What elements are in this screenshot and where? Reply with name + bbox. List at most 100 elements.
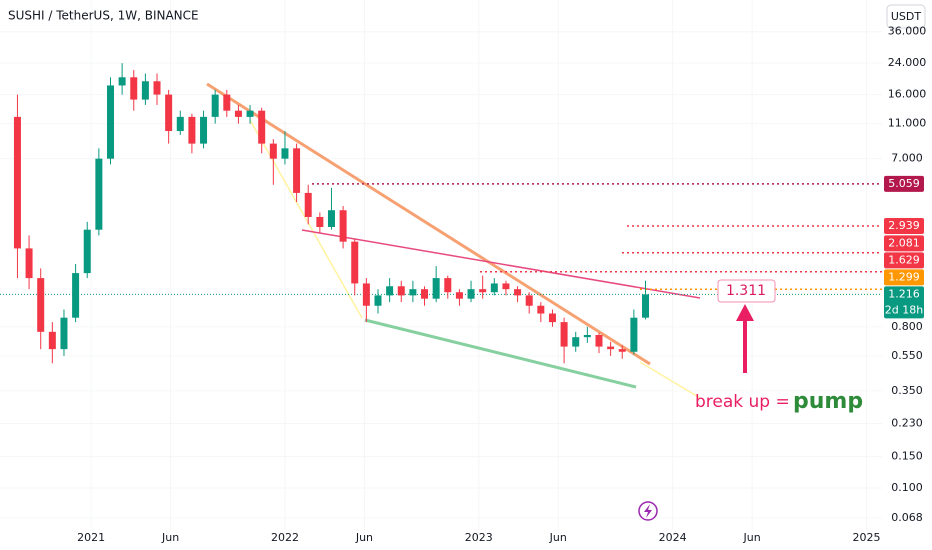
- candle-body: [118, 77, 126, 86]
- price-tag-label: 1.216: [888, 287, 920, 300]
- price-tag: [884, 252, 924, 269]
- price-tag-label: 1.299: [888, 270, 920, 283]
- x-tick-label: 2021: [77, 531, 105, 544]
- y-tick-label: 36.000: [888, 25, 927, 38]
- candle-body: [25, 248, 33, 279]
- candle-body: [130, 77, 138, 100]
- trend-line: [249, 119, 363, 319]
- candle-body: [642, 294, 650, 318]
- candle-body: [246, 110, 254, 117]
- price-tag: [884, 269, 924, 286]
- candle-body: [432, 278, 440, 299]
- y-tick-label: 16.000: [888, 88, 927, 101]
- y-tick-label: 0.230: [891, 416, 923, 429]
- candle-body: [583, 334, 591, 338]
- candle-body: [421, 289, 429, 299]
- candle-body: [165, 94, 173, 132]
- y-tick-label: 0.550: [891, 349, 923, 362]
- price-tag-label: 1.629: [888, 253, 920, 266]
- candle-body: [386, 286, 394, 296]
- candle-body: [141, 81, 149, 100]
- y-tick-label: 0.100: [891, 481, 923, 494]
- trend-line: [364, 318, 637, 389]
- candle-body: [13, 116, 21, 249]
- candle-body: [409, 289, 417, 296]
- price-tag: [884, 286, 924, 319]
- trend-line: [639, 361, 701, 399]
- candle-body: [490, 283, 498, 293]
- y-tick-label: 24.000: [888, 56, 927, 69]
- y-tick-label: 0.800: [891, 320, 923, 333]
- candle-body: [351, 241, 359, 284]
- y-tick-label: 7.000: [891, 152, 923, 165]
- candle-body: [200, 116, 208, 144]
- candle-body: [362, 283, 370, 306]
- y-tick-label: 11.000: [888, 117, 927, 130]
- candle-body: [72, 273, 80, 318]
- x-tick-label: Jun: [161, 531, 179, 544]
- candle-body: [618, 349, 626, 352]
- candle-body: [95, 158, 103, 230]
- candle-body: [607, 346, 615, 350]
- y-tick-label: 0.150: [891, 450, 923, 463]
- annotation-note: break up =: [695, 392, 790, 412]
- candle-body: [572, 337, 580, 347]
- candle-body: [304, 192, 312, 217]
- candle-body: [525, 295, 533, 306]
- candle-body: [83, 229, 91, 274]
- candle-body: [269, 143, 277, 159]
- candle-body: [374, 295, 382, 306]
- candle-body: [188, 116, 196, 144]
- countdown-label: 2d 18h: [885, 303, 923, 316]
- candle-body: [502, 283, 510, 290]
- symbol-title: SUSHI / TetherUS, 1W, BINANCE: [8, 9, 199, 23]
- annotation-level: 1.311: [726, 283, 766, 299]
- candle-body: [479, 289, 487, 293]
- price-tag-label: 2.939: [888, 219, 920, 232]
- candles: [13, 63, 650, 364]
- price-tag: [884, 235, 924, 252]
- candle-body: [397, 286, 405, 296]
- candle-body: [560, 322, 568, 347]
- candle-body: [48, 331, 56, 350]
- candle-body: [223, 94, 231, 111]
- y-tick-label: 0.068: [891, 511, 923, 524]
- candle-body: [258, 110, 266, 144]
- x-tick-label: 2025: [852, 531, 880, 544]
- candle-body: [281, 148, 289, 159]
- candle-body: [60, 317, 68, 350]
- candle-body: [537, 305, 545, 314]
- candle-body: [444, 278, 452, 293]
- candle-body: [630, 317, 638, 352]
- currency-button[interactable]: [886, 4, 926, 29]
- candle-body: [234, 110, 242, 117]
- trend-line: [206, 82, 651, 366]
- currency-label[interactable]: USDT: [891, 10, 922, 23]
- candle-body: [595, 334, 603, 347]
- candle-body: [153, 81, 161, 95]
- x-tick-label: Jun: [743, 531, 761, 544]
- candle-body: [327, 210, 335, 227]
- candle-body: [548, 313, 556, 323]
- x-tick-label: 2022: [271, 531, 299, 544]
- trend-line: [301, 229, 701, 299]
- x-tick-label: Jun: [549, 531, 567, 544]
- price-tag: [884, 217, 924, 234]
- candle-body: [339, 210, 347, 242]
- annotation-box: [717, 279, 776, 303]
- price-tag: [884, 175, 924, 192]
- x-tick-label: Jun: [355, 531, 373, 544]
- candle-body: [293, 148, 301, 193]
- arrow-head: [736, 304, 754, 321]
- grid: [0, 0, 882, 530]
- candle-body: [455, 292, 463, 299]
- candle-body: [37, 278, 45, 332]
- x-tick-label: 2024: [659, 531, 687, 544]
- candle-body: [106, 85, 114, 159]
- y-tick-label: 0.350: [891, 384, 923, 397]
- x-tick-label: 2023: [465, 531, 493, 544]
- event-icon-bolt: [644, 504, 652, 518]
